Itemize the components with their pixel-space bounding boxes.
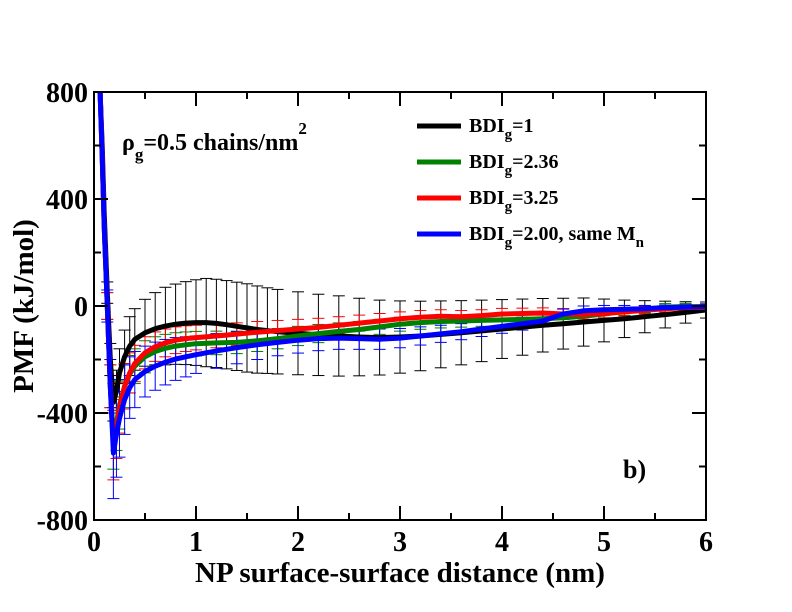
annotation-value: =0.5 chains/nm [143, 130, 298, 156]
y-tick-label: 400 [46, 185, 88, 216]
series-line-4 [97, 92, 706, 456]
axis-ticks [93, 91, 707, 521]
annotation-superscript: 2 [298, 119, 307, 138]
legend-entry: BDIg=3.25 [417, 187, 558, 215]
y-tick-label: 800 [46, 78, 88, 109]
x-tick-label: 6 [699, 527, 713, 558]
y-tick-label: -800 [37, 506, 88, 537]
x-tick-label: 2 [291, 527, 305, 558]
legend-entry: BDIg=2.36 [417, 151, 558, 179]
x-tick-label: 5 [597, 527, 611, 558]
legend-label: BDIg=2.36 [469, 151, 558, 179]
legend-label: BDIg=2.00, same Mn [469, 223, 645, 251]
rho-subscript: g [135, 145, 144, 164]
error-bar [700, 301, 706, 319]
panel-label: b) [623, 455, 646, 484]
legend-label: BDIg=3.25 [469, 187, 558, 215]
y-tick-label: 0 [74, 292, 88, 323]
x-tick-label: 1 [189, 527, 203, 558]
x-tick-label: 3 [393, 527, 407, 558]
legend-entry: BDIg=1 [417, 115, 533, 143]
x-axis-title: NP surface-surface distance (nm) [195, 557, 605, 589]
series-lines [97, 92, 706, 456]
y-tick-label: -400 [37, 399, 88, 430]
legend-label: BDIg=1 [469, 115, 533, 143]
y-axis-title: PMF (kJ/mol) [8, 219, 40, 393]
rho-symbol: ρ [122, 130, 135, 156]
grafting-density-annotation: ρg=0.5 chains/nm2 [122, 119, 307, 164]
x-tick-label: 0 [87, 527, 101, 558]
tick-labels: 0 1 2 3 4 5 6 -800 -400 0 400 800 [37, 78, 713, 558]
legend-entry: BDIg=2.00, same Mn [417, 223, 645, 251]
legend: BDIg=1 BDIg=2.36 BDIg=3.25 BDIg=2.00, same … [417, 115, 645, 251]
x-tick-label: 4 [495, 527, 509, 558]
